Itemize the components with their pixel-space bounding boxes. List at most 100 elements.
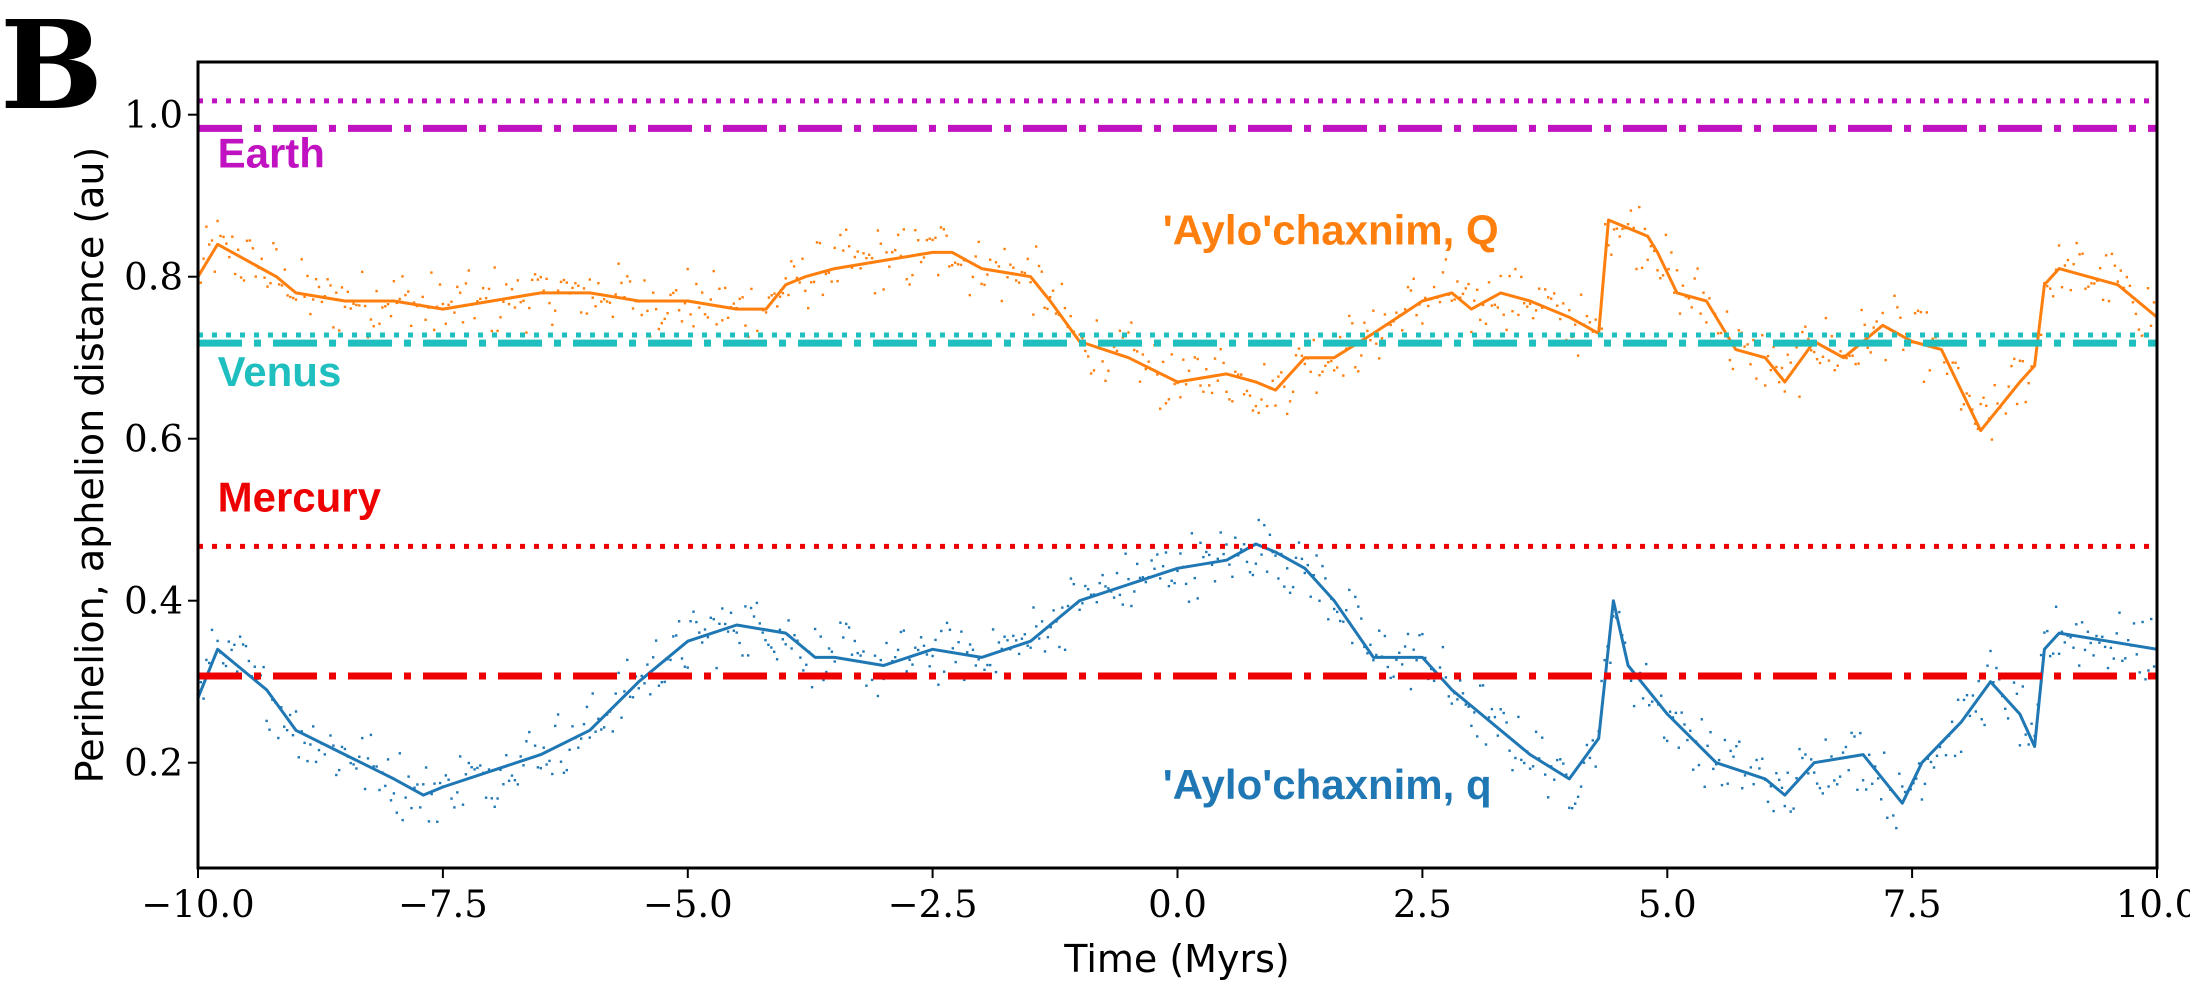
data-point: [231, 235, 234, 238]
data-point: [1951, 361, 1954, 364]
data-point: [2132, 622, 2136, 625]
x-tick-label: 0.0: [1148, 883, 1207, 926]
data-point: [703, 313, 707, 316]
data-point: [1708, 297, 1711, 300]
data-point: [1755, 758, 1758, 762]
data-point: [721, 607, 724, 610]
data-point: [496, 797, 499, 800]
data-point: [280, 284, 284, 287]
data-point: [386, 303, 390, 306]
data-point: [1043, 306, 1046, 309]
data-point: [683, 302, 687, 305]
data-point: [1300, 354, 1304, 357]
data-point: [289, 295, 292, 299]
data-point: [386, 758, 390, 761]
data-point: [1000, 299, 1003, 303]
data-point: [1758, 767, 1761, 770]
data-point: [1136, 350, 1139, 353]
data-point: [1438, 666, 1442, 669]
data-point: [1037, 264, 1041, 268]
data-point: [266, 285, 269, 288]
data-point: [1668, 710, 1672, 713]
data-point: [199, 281, 202, 284]
data-point: [2113, 264, 2117, 267]
data-point: [1078, 608, 1081, 611]
data-point: [942, 228, 945, 231]
data-point: [1717, 332, 1720, 335]
data-point: [614, 692, 617, 695]
data-point: [914, 229, 917, 232]
data-point: [1604, 223, 1607, 226]
data-point: [1538, 287, 1541, 290]
data-point: [427, 820, 431, 823]
data-point: [1199, 541, 1202, 544]
data-point: [1780, 786, 1784, 789]
data-point: [1339, 335, 1342, 339]
data-point: [502, 300, 505, 303]
data-point: [1294, 354, 1298, 357]
data-point: [1871, 782, 1874, 785]
data-point: [2052, 652, 2055, 655]
data-point: [1182, 358, 1185, 361]
data-point: [1971, 694, 1975, 697]
data-point: [352, 302, 355, 305]
data-point: [493, 266, 496, 269]
data-point: [1357, 605, 1360, 608]
data-point: [507, 302, 511, 306]
data-point: [2027, 743, 2030, 746]
data-point: [948, 628, 952, 631]
data-point: [522, 764, 525, 767]
data-point: [1640, 266, 1644, 269]
data-point: [1827, 359, 1831, 362]
data-point: [1274, 554, 1277, 557]
data-point: [459, 291, 462, 294]
data-point: [1815, 782, 1819, 785]
data-point: [663, 317, 666, 321]
data-point: [1965, 392, 1968, 395]
annotation-mercury: Mercury: [218, 474, 382, 521]
data-point: [2134, 312, 2138, 316]
data-point: [2078, 664, 2081, 667]
data-point: [1954, 361, 1957, 364]
data-point: [482, 286, 485, 290]
data-point: [1686, 738, 1689, 742]
data-point: [542, 746, 545, 749]
data-point: [1228, 563, 1231, 566]
data-point: [1342, 620, 1345, 623]
data-point: [1000, 647, 1003, 651]
data-point: [1366, 329, 1369, 333]
data-point: [1576, 795, 1580, 798]
data-point: [306, 759, 309, 763]
data-point: [1502, 313, 1505, 316]
data-point: [1401, 329, 1404, 332]
data-point: [856, 651, 859, 655]
data-point: [1087, 355, 1090, 358]
data-point: [1280, 371, 1283, 374]
data-point: [1956, 698, 1960, 701]
data-point: [444, 774, 447, 777]
data-point: [516, 279, 519, 282]
data-point: [1953, 754, 1957, 758]
data-point: [1520, 758, 1523, 762]
data-point: [513, 306, 517, 309]
data-point: [1664, 233, 1668, 237]
data-point: [1254, 404, 1258, 408]
data-point: [1957, 366, 1960, 370]
data-point: [775, 658, 779, 661]
data-point: [227, 640, 230, 643]
data-point: [1263, 524, 1266, 527]
data-point: [539, 767, 542, 770]
annotation-aylo-chaxnim-q: 'Aylo'chaxnim, q: [1163, 761, 1492, 808]
data-point: [1052, 609, 1055, 612]
data-point: [1202, 390, 1205, 393]
data-point: [1159, 577, 1162, 580]
data-point: [1409, 289, 1413, 292]
data-point: [2106, 666, 2110, 670]
data-point: [1872, 326, 1875, 329]
data-point: [565, 768, 568, 772]
data-point: [1427, 304, 1430, 308]
data-point: [983, 668, 986, 671]
data-point: [695, 620, 698, 624]
data-point: [268, 728, 271, 731]
data-point: [2090, 282, 2093, 285]
